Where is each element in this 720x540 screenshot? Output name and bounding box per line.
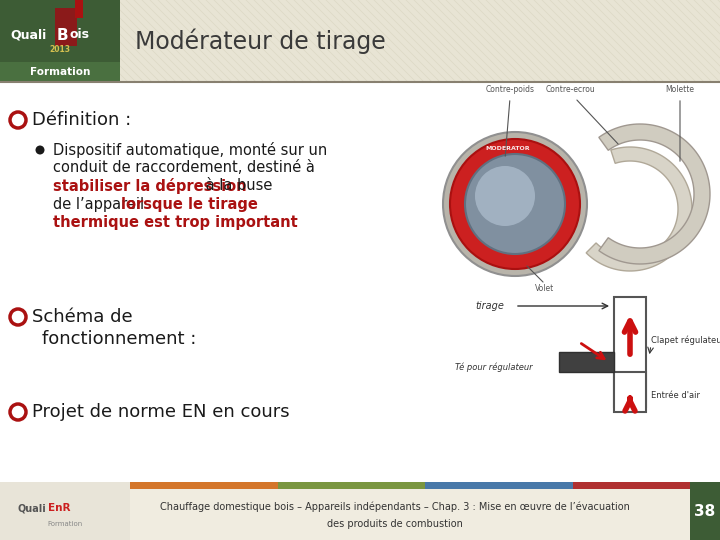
Text: ois: ois	[69, 29, 89, 42]
Text: Entrée d'air: Entrée d'air	[651, 390, 700, 400]
Text: Molette: Molette	[665, 85, 695, 94]
Text: conduit de raccordement, destiné à: conduit de raccordement, destiné à	[53, 160, 315, 176]
Text: thermique est trop important: thermique est trop important	[53, 214, 298, 230]
Bar	[0, 482, 130, 540]
Text: Contre-ecrou: Contre-ecrou	[545, 85, 595, 94]
Polygon shape	[599, 124, 710, 264]
Text: ”: ”	[696, 500, 719, 540]
Bar	[0, 0, 720, 82]
Bar	[430, 84, 715, 299]
Text: Volet: Volet	[536, 284, 554, 293]
Text: Clapet régulateur: Clapet régulateur	[651, 335, 720, 345]
Text: B: B	[57, 28, 68, 43]
Text: Dispositif automatique, monté sur un: Dispositif automatique, monté sur un	[53, 142, 328, 158]
Circle shape	[35, 145, 45, 154]
Bar	[420, 292, 720, 407]
Bar	[614, 372, 646, 412]
Bar	[0, 482, 720, 540]
Text: EnR: EnR	[48, 503, 71, 513]
Text: Formation: Formation	[30, 67, 90, 77]
Bar	[130, 482, 277, 489]
Text: tirage: tirage	[475, 301, 504, 311]
Text: Chauffage domestique bois – Appareils indépendants – Chap. 3 : Mise en œuvre de : Chauffage domestique bois – Appareils in…	[160, 502, 630, 512]
Bar	[55, 8, 77, 46]
Bar	[614, 297, 646, 407]
Text: Formation: Formation	[48, 521, 83, 526]
Text: fonctionnement :: fonctionnement :	[42, 330, 197, 348]
Text: à la buse: à la buse	[201, 179, 272, 193]
Polygon shape	[586, 147, 692, 271]
Circle shape	[450, 139, 580, 269]
Bar	[0, 0, 120, 62]
Text: Quali: Quali	[10, 29, 46, 42]
Bar	[559, 352, 614, 372]
Text: lorsque le tirage: lorsque le tirage	[121, 197, 258, 212]
Bar	[75, 0, 83, 18]
Circle shape	[443, 132, 587, 276]
Bar	[690, 482, 720, 540]
Text: Définition :: Définition :	[32, 111, 131, 129]
Text: de l’appareil: de l’appareil	[53, 197, 149, 212]
Circle shape	[475, 166, 535, 226]
Text: Modérateur de tirage: Modérateur de tirage	[135, 28, 386, 54]
Text: Té pour régulateur: Té pour régulateur	[455, 362, 533, 372]
Text: Projet de norme EN en cours: Projet de norme EN en cours	[32, 403, 289, 421]
Bar	[572, 482, 720, 489]
Text: 38: 38	[694, 503, 716, 518]
Text: Quali: Quali	[18, 503, 47, 513]
Text: Contre-poids: Contre-poids	[485, 85, 534, 94]
Bar	[277, 482, 425, 489]
Text: stabiliser la dépression: stabiliser la dépression	[53, 178, 247, 194]
Text: des produits de combustion: des produits de combustion	[327, 519, 463, 529]
Bar	[0, 82, 720, 482]
Bar	[425, 482, 572, 489]
Text: 2013: 2013	[50, 45, 71, 55]
Text: MODERATOR: MODERATOR	[485, 146, 530, 152]
Bar	[0, 62, 120, 82]
Circle shape	[465, 154, 565, 254]
Text: Schéma de: Schéma de	[32, 308, 132, 326]
